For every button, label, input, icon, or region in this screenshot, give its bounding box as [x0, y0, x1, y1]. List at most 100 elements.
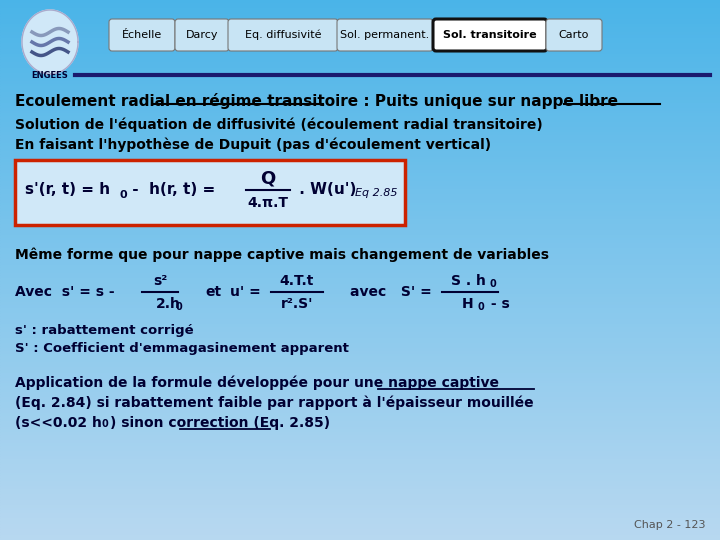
Bar [0, 173, 720, 176]
Bar [0, 348, 720, 351]
Bar [0, 254, 720, 256]
Bar [0, 370, 720, 373]
Bar [0, 5, 720, 8]
Bar [0, 343, 720, 346]
Bar [0, 305, 720, 308]
Bar [0, 230, 720, 232]
Bar [0, 486, 720, 489]
Bar [0, 416, 720, 418]
Text: u' =: u' = [230, 285, 261, 299]
Bar [0, 189, 720, 192]
Bar [0, 259, 720, 262]
Bar [0, 116, 720, 119]
Text: Sol. transitoire: Sol. transitoire [444, 30, 537, 40]
Bar [0, 16, 720, 19]
Bar [0, 208, 720, 211]
Bar [0, 497, 720, 500]
Bar [0, 454, 720, 456]
Bar [0, 537, 720, 540]
Bar [0, 356, 720, 359]
Bar [0, 159, 720, 162]
Bar [0, 97, 720, 100]
Bar [0, 329, 720, 332]
Text: s'(r, t) = h: s'(r, t) = h [25, 183, 110, 198]
Bar [0, 502, 720, 505]
Text: -  h(r, t) =: - h(r, t) = [127, 183, 215, 198]
Bar [0, 324, 720, 327]
Bar [0, 256, 720, 259]
Bar [0, 103, 720, 105]
Bar [0, 532, 720, 535]
Bar [0, 335, 720, 338]
Bar [0, 0, 720, 3]
Bar [0, 167, 720, 170]
Bar [0, 292, 720, 294]
Bar [0, 275, 720, 278]
Bar [0, 302, 720, 305]
Bar [0, 459, 720, 462]
Bar [0, 70, 720, 73]
Bar [0, 300, 720, 302]
Bar [0, 62, 720, 65]
FancyBboxPatch shape [228, 19, 338, 51]
Bar [0, 170, 720, 173]
Bar [0, 202, 720, 205]
Text: Darcy: Darcy [186, 30, 218, 40]
Bar [0, 213, 720, 216]
Text: r².S': r².S' [281, 297, 313, 311]
Bar [0, 448, 720, 451]
Bar [0, 535, 720, 537]
Bar [0, 89, 720, 92]
Bar [0, 94, 720, 97]
Text: 0: 0 [120, 190, 127, 200]
Bar [0, 413, 720, 416]
Bar [0, 505, 720, 508]
Bar [0, 367, 720, 370]
Bar [0, 481, 720, 483]
Bar [0, 462, 720, 464]
Bar [0, 154, 720, 157]
Bar [0, 38, 720, 40]
Bar [0, 194, 720, 197]
Bar [0, 410, 720, 413]
Bar [0, 43, 720, 46]
Bar [0, 405, 720, 408]
Bar [0, 227, 720, 229]
Text: Sol. permanent.: Sol. permanent. [341, 30, 430, 40]
Bar [0, 59, 720, 62]
Text: 0: 0 [490, 279, 497, 289]
Bar [0, 49, 720, 51]
Bar [0, 113, 720, 116]
Bar [0, 157, 720, 159]
Bar [0, 57, 720, 59]
Bar [0, 313, 720, 316]
Bar [0, 281, 720, 284]
Bar [0, 14, 720, 16]
Text: Application de la formule développée pour une nappe captive: Application de la formule développée pou… [15, 376, 499, 390]
Bar [0, 73, 720, 76]
Bar [0, 78, 720, 81]
Bar [0, 265, 720, 267]
Bar [0, 456, 720, 459]
Bar [0, 40, 720, 43]
Bar [0, 238, 720, 240]
Bar [0, 35, 720, 38]
Bar [0, 408, 720, 410]
Bar [0, 127, 720, 130]
Bar [0, 8, 720, 11]
Bar [0, 130, 720, 132]
Bar [0, 518, 720, 521]
Text: Chap 2 - 123: Chap 2 - 123 [634, 520, 705, 530]
Bar [0, 51, 720, 54]
Bar [0, 135, 720, 138]
Bar [0, 119, 720, 122]
Bar [0, 402, 720, 405]
Text: (s<<0.02 h: (s<<0.02 h [15, 416, 102, 430]
Bar [0, 92, 720, 94]
Bar [0, 489, 720, 491]
Text: En faisant l'hypothèse de Dupuit (pas d'écoulement vertical): En faisant l'hypothèse de Dupuit (pas d'… [15, 138, 491, 152]
Text: (Eq. 2.84) si rabattement faible par rapport à l'épaisseur mouillée: (Eq. 2.84) si rabattement faible par rap… [15, 396, 534, 410]
Bar [0, 375, 720, 378]
Bar [0, 24, 720, 27]
Bar [0, 148, 720, 151]
